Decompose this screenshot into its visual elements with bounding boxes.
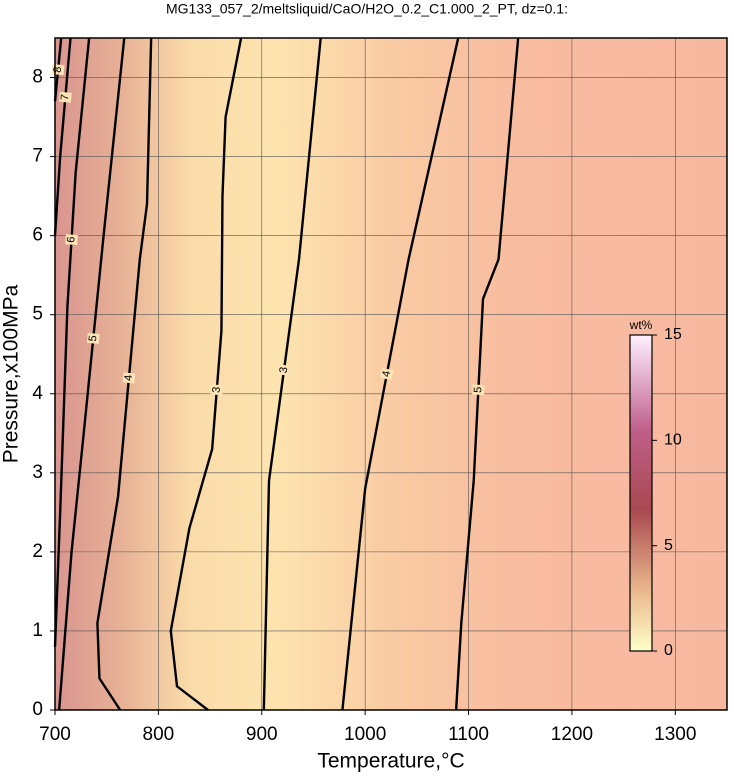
colorbar-tick-label: 15 — [664, 326, 682, 343]
colorbar-tick-label: 10 — [664, 432, 682, 449]
contour-label-background — [472, 384, 485, 396]
y-tick-label: 4 — [32, 383, 43, 404]
colorbar — [629, 334, 653, 652]
y-tick-label: 3 — [32, 462, 43, 483]
chart-title: MG133_057_2/meltsliquid/CaO/H2O_0.2_C1.0… — [166, 1, 568, 17]
contour-label-background — [277, 364, 291, 376]
y-tick-label: 7 — [32, 146, 43, 167]
x-tick-label: 700 — [39, 724, 71, 745]
contour-label-background — [58, 91, 72, 103]
colorbar-tick-label: 0 — [664, 642, 673, 659]
y-tick-label: 2 — [32, 541, 43, 562]
colorbar-tick-label: 5 — [664, 537, 673, 554]
contour-label: 3 — [210, 386, 222, 393]
contour-line — [57, 37, 126, 711]
contour-line — [53, 37, 91, 647]
x-tick-label: 1300 — [654, 724, 696, 745]
contour-label: 4 — [380, 370, 393, 378]
y-tick-label: 0 — [32, 699, 43, 720]
contour-label-background — [210, 384, 224, 396]
contour-line — [96, 37, 153, 711]
x-tick-label: 1000 — [344, 724, 386, 745]
contour-label-background — [65, 234, 78, 245]
x-tick-label: 800 — [143, 724, 175, 745]
contour-label: 4 — [123, 374, 136, 381]
y-tick-label: 6 — [32, 225, 43, 246]
y-tick-label: 5 — [32, 304, 43, 325]
contour-label-background — [122, 372, 136, 384]
x-axis-label: Temperature,°C — [317, 750, 464, 773]
colorbar-label: wt% — [629, 318, 653, 332]
y-tick-label: 1 — [32, 620, 43, 641]
contour-line — [53, 37, 72, 236]
contour-label-background — [86, 332, 100, 344]
contour-label: 3 — [278, 366, 291, 374]
contour-label-background — [380, 367, 394, 381]
y-tick-label: 8 — [32, 67, 43, 88]
contour-label: 5 — [87, 335, 100, 342]
x-tick-label: 1100 — [448, 724, 489, 745]
contour-label: 6 — [65, 236, 77, 243]
plot-frame — [54, 37, 728, 711]
x-tick-label: 900 — [246, 724, 278, 745]
contour-label: 5 — [472, 386, 484, 393]
contour-label: 8 — [52, 66, 65, 73]
x-tick-label: 1200 — [551, 724, 593, 745]
contour-label: 7 — [59, 94, 71, 101]
contour-line — [169, 37, 243, 711]
y-axis-label: Pressure,x100MPa — [0, 284, 23, 463]
